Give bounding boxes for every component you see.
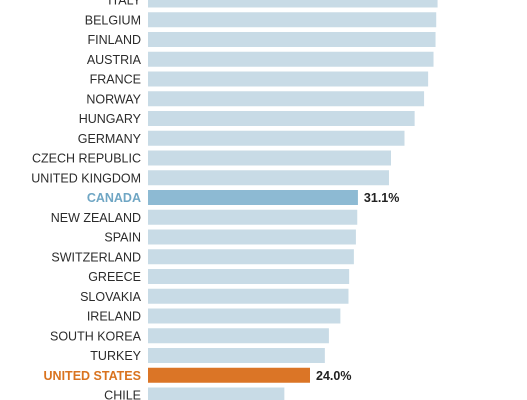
bar-italy: [148, 0, 438, 8]
category-label-ireland: IRELAND: [87, 310, 141, 324]
bar-new-zealand: [148, 209, 358, 225]
bar-united-states: [148, 367, 310, 383]
category-label-czech-republic: CZECH REPUBLIC: [32, 152, 141, 166]
category-label-slovakia: SLOVAKIA: [80, 290, 142, 304]
bar-finland: [148, 32, 436, 47]
category-label-turkey: TURKEY: [90, 349, 141, 363]
category-label-united-states: UNITED STATES: [44, 369, 141, 383]
value-label-canada: 31.1%: [364, 191, 399, 205]
category-label-south-korea: SOUTH KOREA: [50, 329, 142, 343]
bar-slovakia: [148, 288, 349, 304]
bar-turkey: [148, 348, 325, 363]
bar-spain: [148, 229, 356, 245]
category-label-austria: AUSTRIA: [87, 53, 142, 67]
category-label-new-zealand: NEW ZEALAND: [51, 211, 141, 225]
category-label-france: FRANCE: [90, 73, 141, 87]
category-label-germany: GERMANY: [78, 132, 142, 146]
bar-austria: [148, 51, 434, 67]
category-label-norway: NORWAY: [86, 92, 141, 106]
bar-belgium: [148, 12, 437, 28]
bar-ireland: [148, 308, 341, 324]
category-label-united-kingdom: UNITED KINGDOM: [31, 171, 141, 185]
category-label-belgium: BELGIUM: [85, 13, 141, 27]
bar-greece: [148, 269, 350, 284]
bar-hungary: [148, 111, 415, 126]
bar-south-korea: [148, 328, 329, 344]
category-label-chile: CHILE: [104, 389, 141, 400]
bar-canada: [148, 190, 358, 205]
category-label-hungary: HUNGARY: [79, 112, 142, 126]
bar-czech-republic: [148, 150, 391, 166]
bar-france: [148, 71, 429, 87]
bar-norway: [148, 91, 425, 107]
category-label-spain: SPAIN: [104, 231, 141, 245]
bar-switzerland: [148, 249, 354, 265]
category-label-greece: GREECE: [88, 270, 141, 284]
bar-germany: [148, 130, 405, 146]
bar-chile: [148, 387, 285, 400]
category-label-finland: FINLAND: [88, 33, 141, 47]
value-label-united-states: 24.0%: [316, 369, 351, 383]
category-label-italy: ITALY: [108, 0, 142, 8]
bar-united-kingdom: [148, 170, 389, 186]
category-label-canada: CANADA: [87, 191, 141, 205]
category-label-switzerland: SWITZERLAND: [51, 250, 141, 264]
